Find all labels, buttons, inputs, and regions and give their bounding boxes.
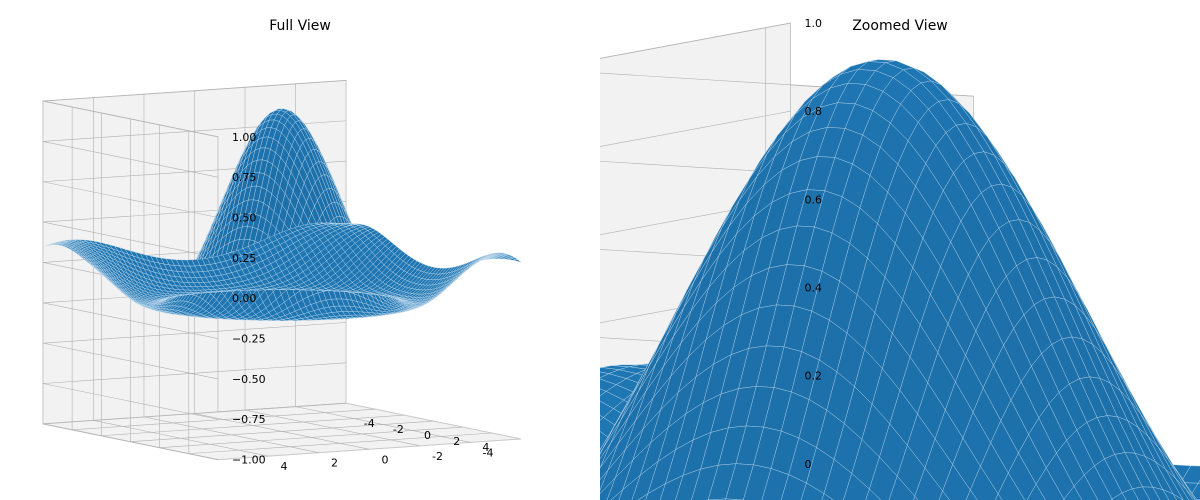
z-tick-label: −1.00 — [232, 454, 266, 467]
x-tick-label: -2 — [393, 423, 404, 436]
surface3d-full-view: −1.00 −0.75 −0.50 −0.25 0.00 0.25 0.50 0.75 1.00… — [0, 0, 600, 500]
surface3d-zoomed-view: 00.20.40.60.81.02.0 — [600, 0, 1200, 500]
y-tick-label: -4 — [483, 446, 494, 459]
title-zoomed-view: Zoomed View — [600, 18, 1200, 34]
x-tick-label: 2 — [453, 435, 460, 448]
z-tick-label: −0.25 — [232, 333, 266, 346]
title-full-view: Full View — [0, 18, 600, 34]
z-tick-label: 0.50 — [232, 212, 257, 225]
panel-zoomed-view: Zoomed View 00.20.40.60.81.02.0 — [600, 0, 1200, 500]
z-tick-label: 0.25 — [232, 252, 257, 265]
z-tick-label: 1.00 — [232, 131, 257, 144]
y-tick-label: 4 — [280, 460, 287, 473]
y-tick-label: -2 — [432, 450, 443, 463]
z-tick-label: 0.8 — [804, 105, 822, 118]
z-tick-label: 0.00 — [232, 292, 257, 305]
y-tick-label: 0 — [382, 453, 389, 466]
x-tick-label: 0 — [424, 429, 431, 442]
z-tick-label: −0.50 — [232, 373, 266, 386]
z-tick-label: 0.4 — [804, 282, 822, 295]
z-tick-label: 0.75 — [232, 171, 257, 184]
z-tick-label: 0 — [804, 458, 811, 471]
z-tick-label: −0.75 — [232, 413, 266, 426]
x-tick-label: -4 — [364, 417, 375, 430]
z-tick-label: 0.6 — [804, 193, 822, 206]
y-tick-label: 2 — [331, 457, 338, 470]
z-tick-label: 0.2 — [804, 370, 822, 383]
panel-full-view: Full View −1.00 −0.75 −0.50 −0.25 0.00 0.25 0.… — [0, 0, 600, 500]
figure: Full View −1.00 −0.75 −0.50 −0.25 0.00 0.25 0.… — [0, 0, 1200, 500]
